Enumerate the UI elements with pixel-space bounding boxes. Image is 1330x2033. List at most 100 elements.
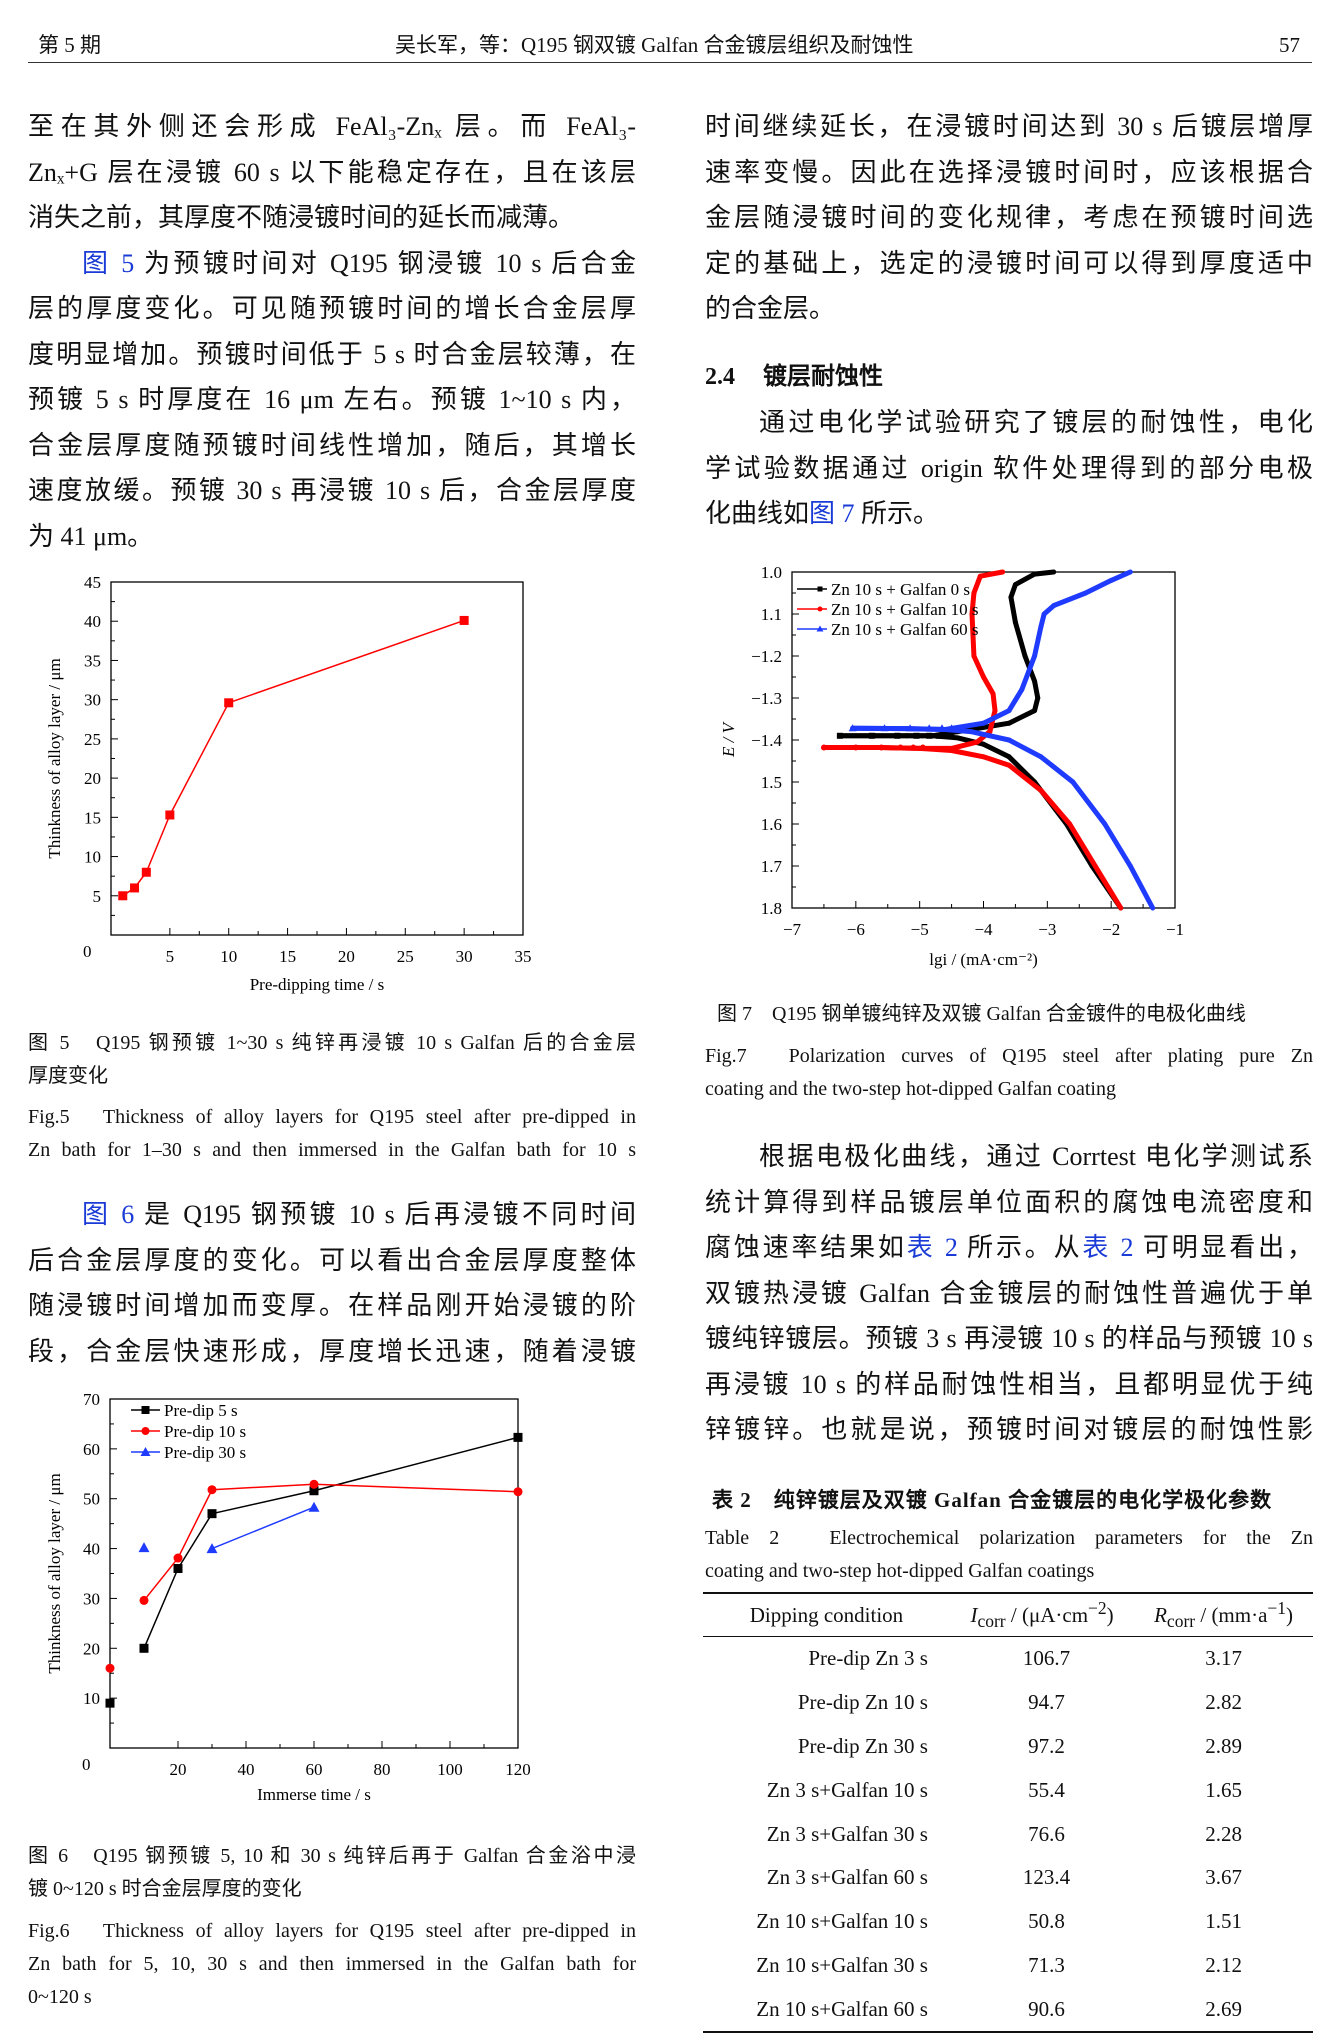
section-title: 镀层耐蚀性 — [763, 364, 883, 390]
cell-icorr: 97.2 — [950, 1725, 1134, 1769]
data-point — [140, 1596, 149, 1605]
y-tick-label: 40 — [83, 1540, 100, 1559]
text-segment: 是 Q195 钢预镀 10 s 后再浸镀不同时间 — [134, 1200, 636, 1229]
x-axis-label: Pre-dipping time / s — [250, 975, 385, 994]
cell-icorr: 76.6 — [950, 1812, 1134, 1856]
series-line-segment — [146, 815, 170, 872]
cell-icorr: 55.4 — [950, 1768, 1134, 1812]
series-line-segment — [952, 742, 978, 748]
text-line: Fig.7 Polarization curves of Q195 steel … — [705, 1040, 1313, 1073]
text-line: 段，合金层快速形成，厚度增长迅速，随着浸镀 — [28, 1329, 636, 1375]
series-line-segment — [1130, 866, 1152, 908]
text-line: 根据电极化曲线，通过 Corrtest 电化学测试系 — [705, 1134, 1313, 1180]
series-line-segment — [314, 1484, 518, 1491]
x-tick-label: −2 — [1102, 920, 1120, 939]
data-point — [165, 810, 174, 819]
data-point — [142, 1427, 150, 1435]
x-tick-label: −6 — [847, 920, 865, 939]
series-line-segment — [984, 744, 1010, 757]
cross-reference-link[interactable]: 表 2 — [907, 1233, 958, 1262]
series-line-segment — [1111, 572, 1130, 580]
icorr-subscript: corr — [977, 1611, 1005, 1631]
cross-reference-link[interactable]: 图 6 — [82, 1200, 134, 1229]
cell-rcorr: 2.69 — [1134, 1987, 1313, 2032]
y-tick-label: 25 — [84, 730, 101, 749]
x-tick-label: 80 — [374, 1760, 391, 1779]
text-line: 的合金层。 — [705, 286, 1313, 332]
text-segment: 所示。从 — [958, 1233, 1083, 1262]
y-tick-label: 10 — [83, 1689, 100, 1708]
y-axis-label: Thinkness of alloy layer / μm — [45, 658, 64, 858]
x-tick-label: −1 — [1166, 920, 1184, 939]
legend-label: Zn 10 s + Galfan 0 s — [831, 580, 970, 599]
text-line: 速度放缓。预镀 30 s 再浸镀 10 s 后，合金层厚度 — [28, 468, 636, 514]
text-segment: 化曲线如 — [705, 499, 809, 528]
series-line-segment — [984, 677, 994, 694]
data-point — [142, 1406, 150, 1414]
text-line: 图 6 Q195 钢预镀 5, 10 和 30 s 纯锌后再于 Galfan 合… — [28, 1840, 636, 1873]
series-line-segment — [974, 656, 984, 677]
series-line-segment — [212, 1507, 314, 1548]
data-point — [898, 745, 904, 751]
x-tick-label: 40 — [238, 1760, 255, 1779]
cell-rcorr: 2.12 — [1134, 1944, 1313, 1988]
series-line-segment — [1095, 866, 1121, 908]
text-segment: 所示。 — [855, 499, 940, 528]
series-line-segment — [212, 1491, 314, 1514]
series-line-segment — [1073, 782, 1105, 824]
icorr-unit-exponent: −2 — [1088, 1598, 1107, 1618]
series-line-segment — [1054, 593, 1086, 606]
cell-rcorr: 1.65 — [1134, 1768, 1313, 1812]
data-point — [514, 1433, 523, 1442]
series-line-segment — [1015, 622, 1025, 656]
cross-reference-link[interactable]: 图 7 — [809, 499, 855, 528]
x-tick-label: 10 — [220, 947, 237, 966]
series-line-segment — [1035, 627, 1041, 656]
text-line: coating and two-step hot-dipped Galfan c… — [705, 1555, 1313, 1588]
cell-rcorr: 2.28 — [1134, 1812, 1313, 1856]
icorr-unit: / (μA·cm — [1006, 1603, 1088, 1627]
section-number: 2.4 — [705, 364, 735, 390]
cell-dipping-condition: Zn 10 s+Galfan 30 s — [703, 1944, 950, 1988]
y-axis-label: Thinkness of alloy layer / μm — [45, 1473, 64, 1673]
text-line: 消失之前，其厚度不随浸镀时间的延长而减薄。 — [28, 195, 636, 241]
cell-dipping-condition: Pre-dip Zn 3 s — [703, 1637, 950, 1681]
table-2-title-en: Table 2 Electrochemical polarization par… — [705, 1522, 1313, 1588]
y-tick-label: −1.3 — [751, 689, 782, 708]
data-point — [208, 1485, 217, 1494]
data-point — [818, 607, 823, 612]
rcorr-unit: / (mm·a — [1195, 1603, 1267, 1627]
data-point — [894, 733, 900, 739]
series-line-segment — [993, 694, 995, 711]
legend-label: Pre-dip 5 s — [164, 1401, 238, 1420]
body-paragraph-right-mid: 通过电化学试验研究了镀层的耐蚀性，电化学试验数据通过 origin 软件处理得到… — [705, 400, 1313, 537]
x-tick-label: −3 — [1038, 920, 1056, 939]
cell-icorr: 50.8 — [950, 1900, 1134, 1944]
text-line: 至在其外侧还会形成 FeAl₃-Znₓ 层。而 FeAl₃- — [28, 104, 636, 150]
header-rule — [28, 62, 1312, 63]
series-line-segment — [1041, 790, 1070, 824]
series-line-segment — [1009, 765, 1041, 790]
legend-label: Zn 10 s + Galfan 10 s — [831, 600, 978, 619]
data-point — [853, 745, 859, 751]
data-point — [878, 745, 884, 751]
cross-reference-link[interactable]: 表 2 — [1082, 1233, 1133, 1262]
text-line: 速率变慢。因此在选择浸镀时间时，应该根据合 — [705, 150, 1313, 196]
x-axis-label: Immerse time / s — [257, 1785, 371, 1804]
series-line-segment — [1041, 757, 1073, 782]
rcorr-subscript: corr — [1167, 1611, 1195, 1631]
text-line: 后合金层厚度的变化。可以看出合金层厚度整体 — [28, 1238, 636, 1284]
data-point — [208, 1509, 217, 1518]
cross-reference-link[interactable]: 图 5 — [82, 249, 134, 278]
column-header-rcorr: Rcorr / (mm·a−1) — [1134, 1593, 1313, 1637]
y-tick-label: 40 — [84, 612, 101, 631]
text-line: 双镀热浸镀 Galfan 合金镀层的耐蚀性普遍优于单 — [705, 1271, 1313, 1317]
text-line: 学试验数据通过 origin 软件处理得到的部分电极 — [705, 446, 1313, 492]
figure-6-caption-en: Fig.6 Thickness of alloy layers for Q195… — [28, 1915, 636, 2014]
series-line-segment — [314, 1437, 518, 1490]
issue-number: 第 5 期 — [38, 30, 101, 60]
